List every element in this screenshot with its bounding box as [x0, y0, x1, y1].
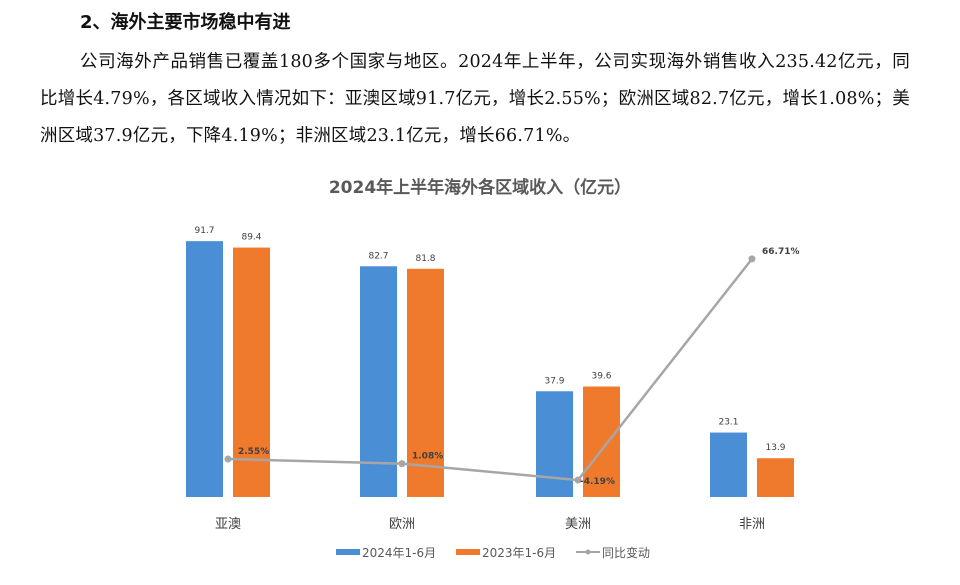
line-point [574, 476, 582, 484]
bar-1-2 [583, 386, 620, 497]
category-label: 亚澳 [215, 516, 241, 532]
bar-0-2 [536, 391, 573, 497]
bar-0-0 [186, 241, 223, 497]
bar-label: 13.9 [765, 443, 785, 453]
legend-marker [585, 549, 591, 555]
category-label: 欧洲 [389, 517, 415, 532]
line-series [227, 258, 753, 482]
bar-label: 37.9 [544, 376, 564, 386]
legend-label: 2023年1-6月 [482, 546, 556, 560]
bar-label: 82.7 [368, 251, 388, 261]
bar-0-1 [360, 266, 397, 497]
line-point [224, 455, 232, 463]
bar-1-1 [407, 268, 444, 497]
bar-label: 39.6 [591, 372, 611, 382]
bar-label: 81.8 [415, 254, 435, 264]
line-label: 2.55% [238, 447, 269, 457]
line-point [748, 255, 756, 263]
category-label: 美洲 [565, 517, 591, 532]
line-label: -4.19% [580, 477, 615, 487]
legend-swatch [456, 549, 480, 555]
legend-label: 2024年1-6月 [362, 546, 436, 560]
chart-title: 2024年上半年海外各区域收入（亿元） [329, 177, 631, 198]
bar-label: 23.1 [718, 418, 738, 428]
line-point [398, 460, 406, 468]
line-label: 66.71% [762, 247, 800, 257]
bar-1-3 [757, 458, 794, 497]
bar-label: 89.4 [241, 233, 261, 243]
category-label: 非洲 [739, 517, 765, 532]
legend-swatch [336, 549, 360, 555]
section-heading: 2、海外主要市场稳中有进 [80, 12, 291, 33]
bar-label: 91.7 [194, 226, 214, 236]
bar-1-0 [233, 247, 270, 497]
line-label: 1.08% [412, 452, 443, 462]
paragraph: 公司海外产品销售已覆盖180多个国家与地区。2024年上半年，公司实现海外销售收… [40, 52, 910, 146]
bar-0-3 [710, 432, 747, 497]
legend-label: 同比变动 [602, 545, 650, 560]
